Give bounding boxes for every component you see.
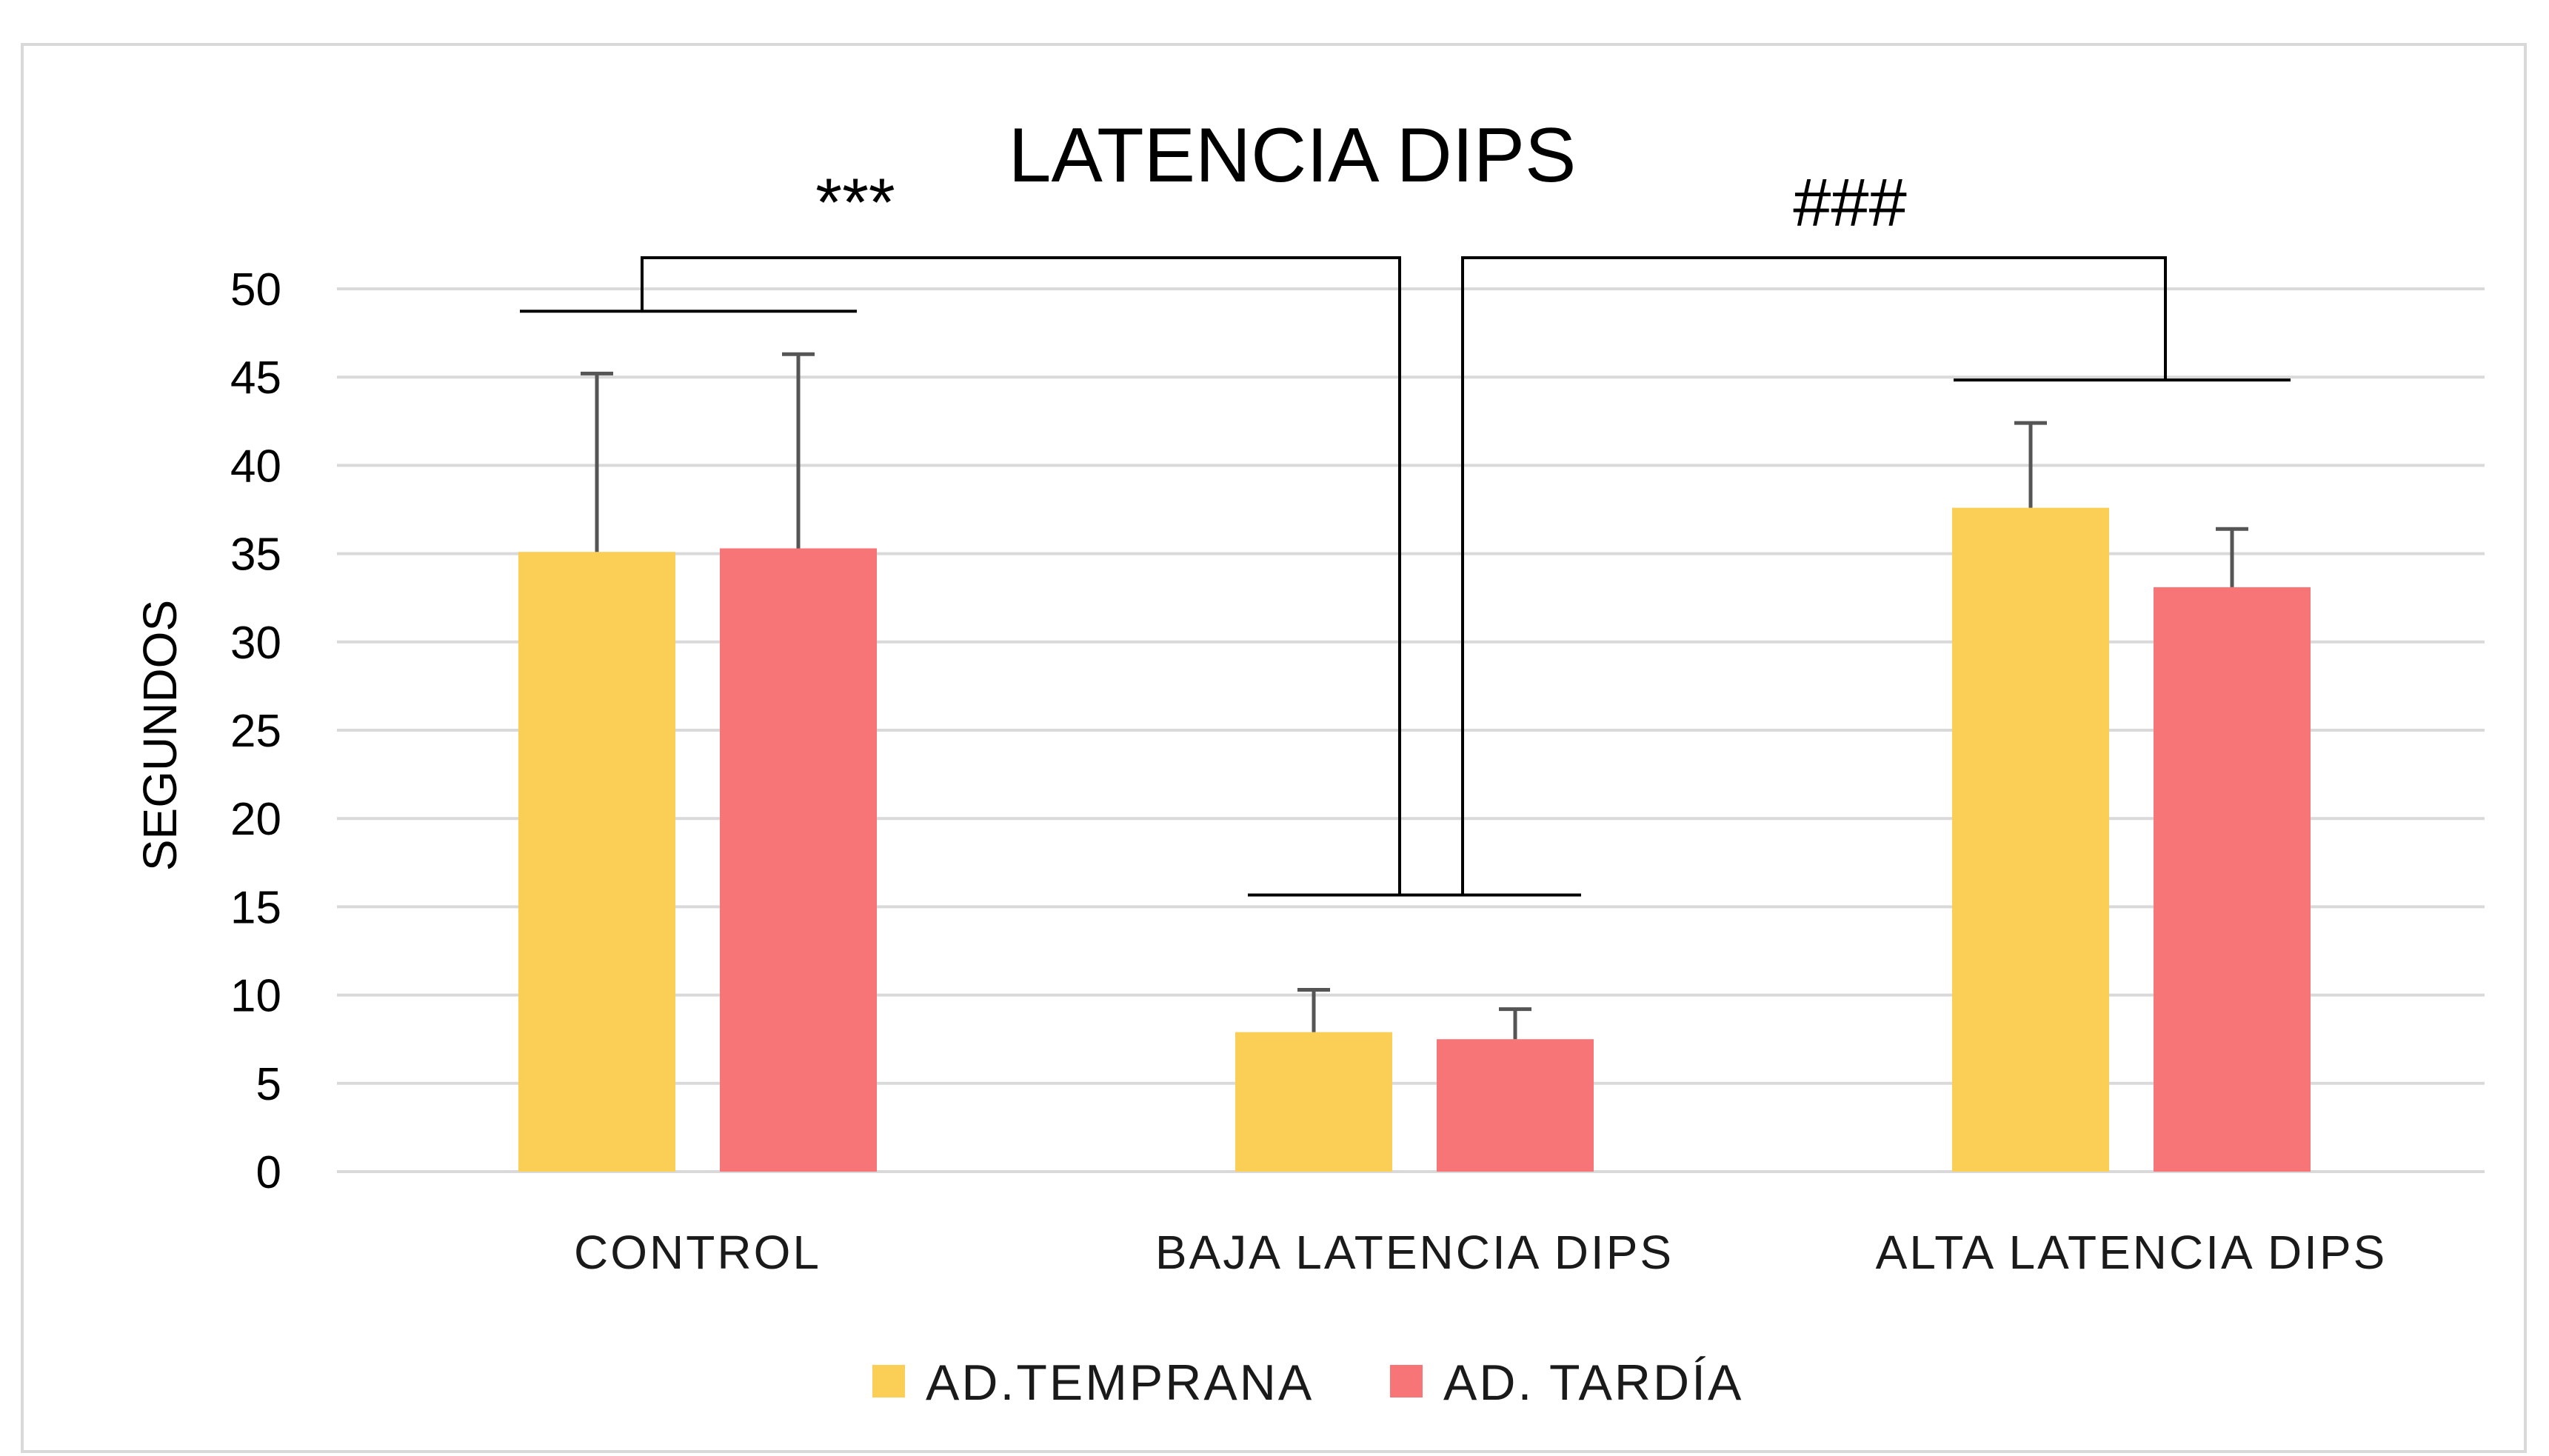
y-tick-label: 40 (230, 441, 281, 492)
significance-label: ### (1793, 165, 1907, 241)
bar (518, 552, 675, 1172)
y-tick-label: 35 (230, 530, 281, 581)
chart-title: LATENCIA DIPS (1009, 113, 1577, 198)
legend-label: AD.TEMPRANA (926, 1355, 1314, 1411)
error-bars (581, 352, 2248, 1040)
legend-entry: AD.TEMPRANA (872, 1355, 1314, 1411)
legend-label: AD. TARDÍA (1443, 1355, 1743, 1411)
y-tick-label: 0 (256, 1147, 281, 1198)
x-category-label: CONTROL (574, 1226, 821, 1279)
legend-swatch (1390, 1365, 1423, 1397)
legend-entry: AD. TARDÍA (1390, 1355, 1743, 1411)
significance-brackets: *** ### (520, 165, 2291, 897)
y-tick-label: 10 (230, 971, 281, 1022)
bar (1437, 1039, 1594, 1172)
bar (2154, 587, 2311, 1172)
error-bar (1499, 1007, 1531, 1040)
x-axis-categories: CONTROL BAJA LATENCIA DIPS ALTA LATENCIA D… (574, 1226, 2388, 1279)
y-tick-label: 5 (256, 1059, 281, 1110)
bar (720, 548, 877, 1172)
y-axis-ticks: 0 5 10 15 20 25 30 35 40 45 50 (230, 264, 281, 1198)
error-bar (2014, 421, 2047, 508)
y-tick-label: 15 (230, 882, 281, 933)
y-axis-label: SEGUNDOS (133, 600, 187, 871)
error-bar (2216, 527, 2248, 587)
y-tick-label: 45 (230, 353, 281, 404)
bar (1952, 507, 2109, 1172)
significance-label: *** (815, 165, 895, 241)
error-bar (782, 352, 815, 549)
error-bar (1297, 987, 1330, 1032)
y-tick-label: 30 (230, 618, 281, 669)
y-tick-label: 50 (230, 264, 281, 315)
bars (518, 507, 2311, 1172)
significance-bracket: ### (1248, 165, 2291, 897)
gridlines (337, 287, 2485, 1173)
y-tick-label: 20 (230, 794, 281, 845)
y-tick-label: 25 (230, 706, 281, 757)
x-category-label: ALTA LATENCIA DIPS (1876, 1226, 2388, 1279)
bar (1235, 1032, 1392, 1172)
x-category-label: BAJA LATENCIA DIPS (1155, 1226, 1674, 1279)
legend-swatch (872, 1365, 905, 1397)
legend: AD.TEMPRANA AD. TARDÍA (872, 1355, 1743, 1411)
error-bar (581, 371, 613, 552)
